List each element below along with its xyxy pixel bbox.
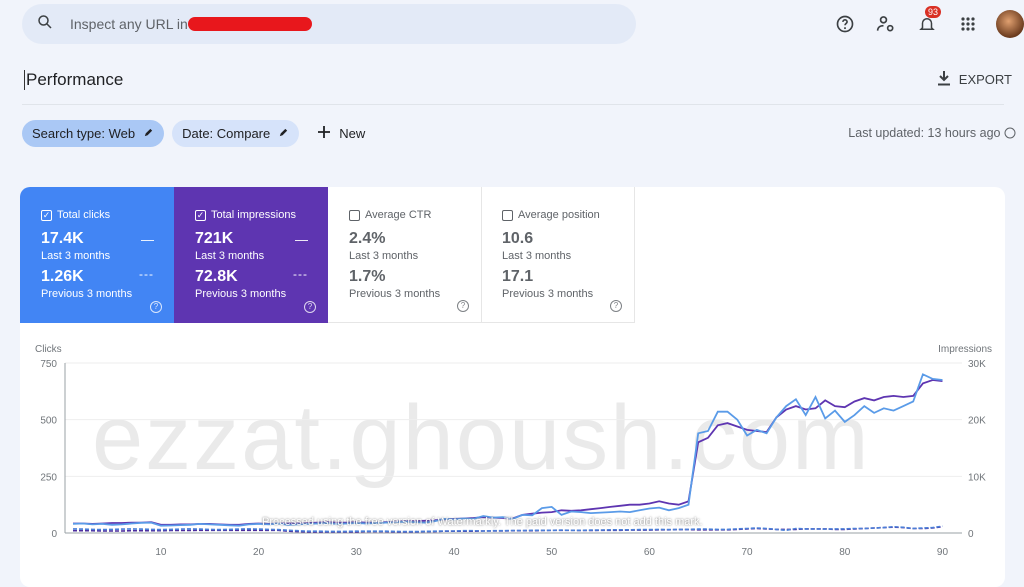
y-tick-right: 0 [968,529,974,540]
new-filter-button[interactable]: New [317,125,365,142]
series-line-clicks [72,373,943,527]
account-settings-icon[interactable] [872,10,900,38]
metric-card-average-ctr[interactable]: Average CTR 2.4% Last 3 months 1.7% Prev… [328,187,482,323]
solid-line-legend-icon: — [295,232,308,247]
page-title: Performance [24,70,124,90]
x-tick: 70 [742,547,754,558]
help-icon[interactable] [1004,126,1016,140]
download-icon [937,70,951,89]
dashed-line-legend-icon: --- [139,267,154,281]
bell-icon[interactable]: 93 [913,6,942,38]
help-icon[interactable]: ? [150,301,162,313]
chip-label: Date: Compare [182,126,271,141]
last-updated-text: Last updated: 13 hours ago [848,126,1001,140]
metric-current-value: 10.6 [502,230,534,247]
y-tick-right: 20K [968,416,986,427]
metric-previous-value: 72.8K [195,268,238,285]
date-filter-chip[interactable]: Date: Compare [172,120,300,147]
metric-card-average-position[interactable]: Average position 10.6 Last 3 months 17.1… [481,187,635,323]
last-updated: Last updated: 13 hours ago [848,126,1016,140]
search-type-filter-chip[interactable]: Search type: Web [22,120,165,147]
metric-card-total-impressions[interactable]: ✓ Total impressions 721K Last 3 months 72… [174,187,328,323]
x-tick: 90 [937,547,949,558]
edit-pencil-icon [143,126,154,141]
avatar[interactable] [996,10,1024,38]
help-icon[interactable]: ? [304,301,316,313]
help-icon[interactable]: ? [610,300,622,312]
checkbox-unchecked-icon[interactable] [502,209,513,221]
x-tick: 20 [253,547,265,558]
x-tick: 40 [448,547,460,558]
metric-label: Average position [518,209,600,221]
url-inspect-search[interactable]: Inspect any URL in [22,4,636,44]
chip-label: Search type: Web [32,126,136,141]
x-tick: 30 [351,547,363,558]
metric-label: Average CTR [365,209,432,221]
apps-grid-icon[interactable] [954,10,982,38]
metric-previous-value: 1.7% [349,268,386,285]
metric-label: Total impressions [211,209,296,221]
metric-current-label: Last 3 months [349,250,419,262]
divider [22,104,1004,105]
series-line-clicks_previous [72,525,943,533]
metric-current-value: 721K [195,230,234,247]
search-icon [36,13,54,36]
edit-pencil-icon [278,126,289,141]
metric-current-label: Last 3 months [502,250,572,262]
metric-previous-label: Previous 3 months [502,288,594,300]
metric-current-value: 2.4% [349,230,386,247]
y-tick-left: 0 [51,529,57,540]
checkbox-checked-icon[interactable]: ✓ [195,209,206,221]
metric-label: Total clicks [57,209,111,221]
y-tick-left: 500 [40,416,57,427]
y-tick-right: 10K [968,472,986,483]
plus-icon [317,125,331,142]
new-label: New [339,126,366,141]
export-button[interactable]: EXPORT [937,70,1012,89]
checkbox-checked-icon[interactable]: ✓ [41,209,52,221]
y-tick-left: 750 [40,359,57,370]
export-label: EXPORT [958,72,1012,87]
help-icon[interactable]: ? [457,300,469,312]
metric-previous-value: 1.26K [41,268,84,285]
performance-chart: Clicks Impressions 0 0 250 10K 500 20K 750 30K 10 2… [35,344,992,558]
x-tick: 60 [644,547,656,558]
solid-line-legend-icon: — [141,232,154,247]
performance-panel: ✓ Total clicks 17.4K Last 3 months 1.26K … [20,187,1005,587]
y-axis-right-label: Impressions [938,344,992,355]
y-tick-left: 250 [40,472,57,483]
redacted-domain [187,17,312,31]
dashed-line-legend-icon: --- [293,267,308,281]
y-axis-left-label: Clicks [35,344,62,355]
help-icon[interactable] [831,10,859,38]
metric-current-label: Last 3 months [195,250,265,262]
metric-card-total-clicks[interactable]: ✓ Total clicks 17.4K Last 3 months 1.26K … [20,187,174,323]
search-placeholder: Inspect any URL in [70,16,188,32]
metric-previous-label: Previous 3 months [195,288,287,300]
metric-current-value: 17.4K [41,230,84,247]
notification-badge: 93 [925,6,942,18]
x-tick: 10 [155,547,167,558]
x-tick: 80 [839,547,851,558]
x-tick: 50 [546,547,558,558]
metric-previous-label: Previous 3 months [41,288,133,300]
metric-previous-label: Previous 3 months [349,288,441,300]
metric-previous-value: 17.1 [502,268,534,285]
metric-current-label: Last 3 months [41,250,111,262]
checkbox-unchecked-icon[interactable] [349,209,360,221]
y-tick-right: 30K [968,359,986,370]
